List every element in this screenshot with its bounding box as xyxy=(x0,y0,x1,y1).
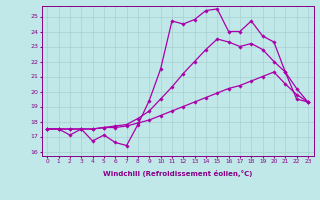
X-axis label: Windchill (Refroidissement éolien,°C): Windchill (Refroidissement éolien,°C) xyxy=(103,170,252,177)
